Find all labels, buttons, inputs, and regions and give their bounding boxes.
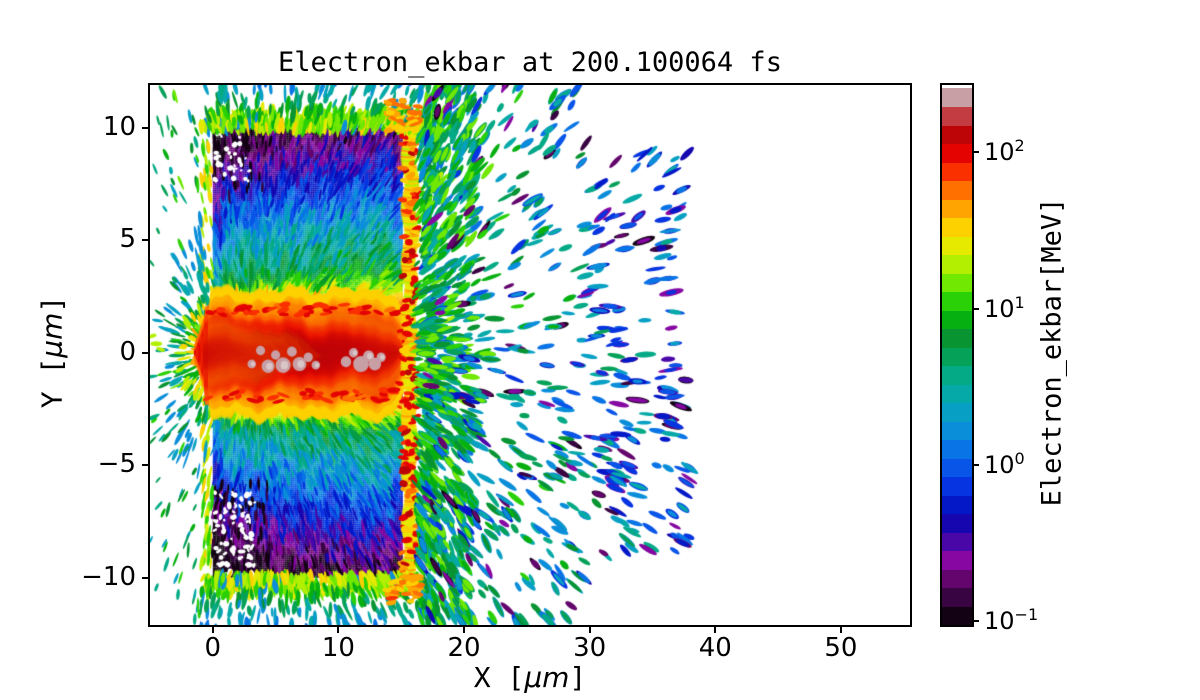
x-tick-label: 30 (573, 633, 607, 663)
colorbar-band (942, 291, 972, 311)
y-tick-label: −5 (97, 449, 136, 480)
x-tick-label: 40 (698, 633, 732, 663)
colorbar-tick-exponent: 2 (1014, 136, 1025, 156)
colorbar-band (942, 310, 972, 330)
colorbar-tick-label: 10−1 (984, 605, 1038, 635)
colorbar-band (942, 365, 972, 385)
x-axis-label-unit: μm (524, 661, 570, 694)
colorbar-band (942, 125, 972, 145)
colorbar-tick-label: 100 (984, 449, 1025, 479)
y-tick-label: 5 (119, 224, 136, 255)
colorbar-tick-base: 10 (984, 294, 1015, 323)
colorbar-band (942, 568, 972, 589)
y-tick-label: 10 (102, 111, 136, 142)
y-tick-label: 0 (119, 336, 136, 367)
colorbar-band (942, 254, 972, 274)
colorbar-band (942, 143, 972, 163)
colorbar-band (942, 162, 972, 182)
x-tick-mark (839, 625, 842, 633)
colorbar-band (942, 217, 972, 237)
colorbar-tick-base: 10 (984, 450, 1015, 479)
y-tick-mark (142, 351, 150, 354)
colorbar-band (942, 513, 972, 533)
x-axis-label-text: X [ (473, 661, 525, 694)
colorbar-band (942, 532, 972, 552)
colorbar-band (942, 328, 972, 348)
y-tick-mark (142, 576, 150, 579)
colorbar-band (942, 605, 972, 625)
x-tick-label: 50 (824, 633, 858, 663)
colorbar-band (942, 495, 972, 515)
colorbar-tick-base: 10 (984, 607, 1015, 635)
colorbar-band (942, 476, 972, 496)
colorbar-band (942, 347, 972, 367)
colorbar-tick-exponent: 1 (1014, 292, 1025, 312)
x-axis-label: X [μm] (150, 661, 910, 694)
x-tick-mark (337, 625, 340, 633)
colorbar-band (942, 402, 972, 422)
x-tick-mark (463, 625, 466, 633)
colorbar-tick-exponent: −1 (1014, 605, 1039, 624)
heatmap-canvas (150, 85, 910, 625)
colorbar-band (942, 273, 972, 293)
colorbar-band (942, 180, 972, 200)
colorbar-band (942, 384, 972, 404)
x-tick-mark (588, 625, 591, 633)
colorbar-tick-base: 10 (984, 138, 1015, 167)
y-tick-mark (142, 239, 150, 242)
colorbar-band (942, 236, 972, 256)
y-tick-label: −10 (81, 561, 136, 592)
x-tick-label: 0 (204, 633, 222, 663)
x-axis-label-close: ] (569, 661, 587, 694)
colorbar-band (942, 550, 972, 570)
y-tick-mark (142, 464, 150, 467)
colorbar-tick-mark (972, 620, 979, 622)
x-tick-mark (714, 625, 717, 633)
colorbar-band (942, 88, 972, 108)
colorbar-tick-mark (972, 307, 979, 310)
x-tick-label: 10 (321, 633, 355, 663)
y-tick-mark (142, 126, 150, 129)
colorbar-band (942, 587, 972, 607)
colorbar-band (942, 199, 972, 219)
colorbar-band (942, 439, 972, 459)
colorbar (940, 83, 974, 627)
colorbar-tick-label: 101 (984, 293, 1025, 323)
colorbar-tick-exponent: 0 (1014, 448, 1025, 468)
colorbar-band (942, 106, 972, 126)
colorbar-tick-label: 102 (984, 136, 1025, 166)
x-tick-label: 20 (447, 633, 481, 663)
x-tick-mark (211, 625, 214, 633)
colorbar-band (942, 421, 972, 441)
colorbar-tick-mark (972, 463, 979, 466)
plot-title: Electron_ekbar at 200.100064 fs (278, 47, 782, 78)
y-axis-label-close: ] (35, 295, 69, 313)
colorbar-band (942, 458, 972, 478)
colorbar-tick-mark (972, 151, 979, 154)
colorbar-label: Electron_ekbar[MeV] (1036, 197, 1068, 507)
